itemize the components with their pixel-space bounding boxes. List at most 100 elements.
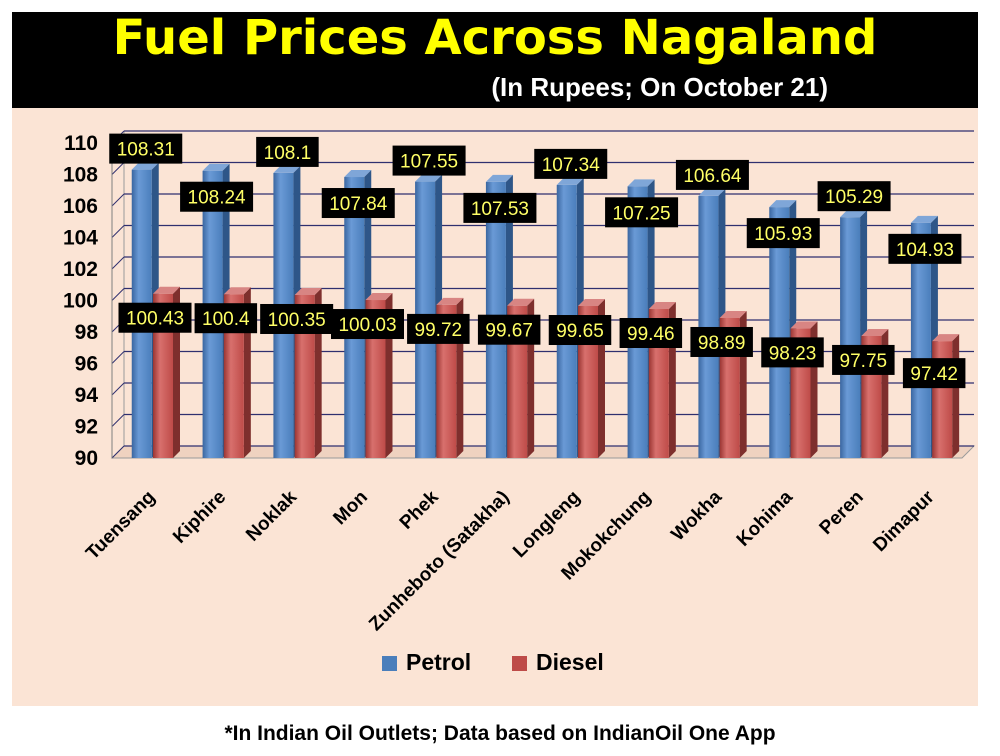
y-tick-label: 100 <box>63 290 98 313</box>
petrol-data-label: 106.64 <box>683 166 742 187</box>
diesel-bar-top <box>507 298 535 306</box>
chart-panel: 90 92 94 96 98 100 102 104 106 108 110 108.31 100.43… <box>12 108 978 706</box>
petrol-bar-top <box>840 210 868 218</box>
diesel-bar-top <box>436 297 464 305</box>
diesel-bar-top <box>578 299 605 307</box>
diesel-bar-side <box>952 334 960 458</box>
diesel-bar-top <box>294 287 322 295</box>
y-tick-label: 92 <box>75 416 98 439</box>
diesel-data-label: 97.75 <box>840 351 888 372</box>
gridline-depth <box>111 193 125 207</box>
diesel-bar <box>365 300 386 458</box>
petrol-data-label-bg <box>463 192 537 223</box>
diesel-data-label-bg <box>902 358 966 389</box>
petrol-data-label: 108.24 <box>188 188 247 209</box>
petrol-data-label-bg <box>256 136 319 167</box>
petrol-bar-top <box>273 165 301 173</box>
page-subtitle: (In Rupees; On October 21) <box>491 72 828 102</box>
petrol-data-label-bg <box>675 159 749 190</box>
y-tick-label: 104 <box>63 227 98 250</box>
y-tick-label: 96 <box>75 353 98 376</box>
diesel-bar-top <box>365 293 393 301</box>
legend-label-diesel: Diesel <box>536 649 604 675</box>
diesel-data-label: 100.4 <box>202 309 250 330</box>
petrol-bar-top <box>131 162 159 170</box>
petrol-data-label-bg <box>888 233 962 264</box>
y-tick-label: 106 <box>63 195 98 218</box>
diesel-data-label: 100.43 <box>126 309 184 330</box>
y-tick-label: 110 <box>64 132 98 155</box>
diesel-data-label: 99.72 <box>415 320 463 341</box>
diesel-data-label-bg <box>331 309 404 340</box>
petrol-data-label: 107.53 <box>471 199 529 220</box>
x-category-label: Kiphire <box>169 487 230 548</box>
petrol-data-label-bg <box>321 188 395 219</box>
bar-chart: 90 92 94 96 98 100 102 104 106 108 110 108.31 100.43… <box>63 130 976 675</box>
diesel-data-label-bg <box>619 318 683 349</box>
petrol-data-label-bg <box>392 145 466 176</box>
petrol-data-label: 107.34 <box>542 155 601 176</box>
petrol-data-label: 107.84 <box>329 194 388 215</box>
diesel-data-label: 97.42 <box>910 364 958 385</box>
diesel-data-label-bg <box>194 303 258 334</box>
x-category-label: Tuensang <box>82 487 159 564</box>
petrol-bar <box>840 217 861 458</box>
diesel-bar <box>294 294 315 458</box>
diesel-data-label-bg <box>761 337 824 368</box>
x-category-label: Longleng <box>509 487 584 562</box>
diesel-bar-top <box>790 321 818 329</box>
petrol-bar <box>698 195 719 459</box>
petrol-bar-top <box>202 163 230 171</box>
petrol-data-label: 104.93 <box>896 240 954 261</box>
x-category-label: Dimapur <box>869 486 939 556</box>
title-banner: Fuel Prices Across Nagaland (In Rupees; … <box>12 10 978 108</box>
diesel-data-label-bg <box>690 326 753 357</box>
petrol-bar-top <box>698 188 726 196</box>
x-category-label: Kohima <box>733 486 797 550</box>
diesel-data-label-bg <box>832 344 895 375</box>
petrol-data-label: 108.31 <box>117 140 175 161</box>
petrol-data-label: 107.25 <box>613 203 671 224</box>
diesel-bar-top <box>223 287 251 295</box>
y-tick-label: 94 <box>75 384 99 407</box>
x-category-label: Zunheboto (Satakha) <box>365 487 513 635</box>
petrol-data-label-bg <box>605 197 679 228</box>
petrol-bar-top <box>556 177 584 185</box>
diesel-bar <box>153 293 173 458</box>
petrol-bar <box>769 207 790 458</box>
petrol-bar-top <box>344 170 372 178</box>
diesel-data-label-bg <box>548 315 612 346</box>
page-title: Fuel Prices Across Nagaland <box>112 10 878 66</box>
legend-swatch-petrol <box>382 656 397 671</box>
petrol-data-label-bg <box>817 181 891 212</box>
gridline-depth <box>111 225 125 238</box>
diesel-data-label: 100.03 <box>338 315 396 336</box>
diesel-bar-top <box>861 328 889 336</box>
diesel-data-label-bg <box>260 303 334 334</box>
diesel-data-label: 99.65 <box>556 321 604 342</box>
petrol-data-label: 105.93 <box>754 224 812 245</box>
gridline-depth <box>111 351 125 364</box>
diesel-bar-top <box>648 302 676 310</box>
diesel-data-label: 98.89 <box>698 333 746 354</box>
diesel-bar-top <box>153 286 180 294</box>
petrol-bar <box>910 222 931 458</box>
diesel-data-label-bg <box>118 302 192 333</box>
x-category-label: Peren <box>816 487 868 539</box>
diesel-bar <box>223 294 244 458</box>
legend-label-petrol: Petrol <box>406 649 471 675</box>
gridline-depth <box>111 445 125 459</box>
petrol-bar-top <box>415 174 443 182</box>
x-category-label: Noklak <box>242 486 301 545</box>
gridline-depth <box>111 382 125 396</box>
diesel-data-label-bg <box>407 313 470 344</box>
petrol-bar-top <box>627 179 655 187</box>
diesel-data-label: 99.46 <box>627 324 675 345</box>
gridline-depth <box>111 162 125 175</box>
gridline-depth <box>111 256 125 270</box>
gridline-depth <box>111 288 125 301</box>
y-tick-label: 90 <box>75 447 98 470</box>
x-category-label: Phek <box>396 486 443 533</box>
diesel-bar-top <box>932 334 960 342</box>
footnote: *In Indian Oil Outlets; Data based on In… <box>224 722 776 745</box>
